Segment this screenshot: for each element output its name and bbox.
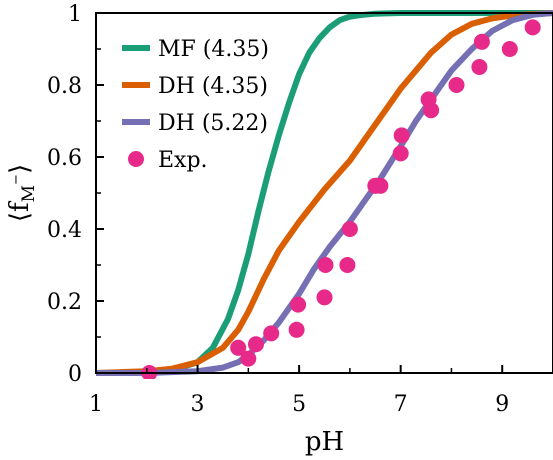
x-tick-label: 1 xyxy=(89,392,103,417)
y-tick-label: 0.2 xyxy=(47,290,82,315)
data-point xyxy=(471,59,488,75)
y-axis: 0 0.2 0.4 0.6 0.8 1 xyxy=(47,2,104,387)
data-point xyxy=(501,41,518,57)
y-tick-label: 0 xyxy=(68,362,82,387)
legend-label: MF (4.35) xyxy=(158,37,269,62)
data-point xyxy=(393,127,410,144)
data-point xyxy=(423,102,440,119)
legend-swatch-marker xyxy=(128,151,144,167)
y-axis-label-main: ⟨f xyxy=(5,200,35,222)
data-point xyxy=(524,19,541,36)
data-point xyxy=(448,77,465,93)
y-tick-label: 0.4 xyxy=(47,218,82,243)
legend: MF (4.35) DH (4.35) DH (5.22) Exp. xyxy=(122,37,269,173)
x-axis: 1 3 5 7 9 xyxy=(89,365,553,417)
data-point xyxy=(473,33,490,50)
series-line-1 xyxy=(96,10,553,376)
data-point xyxy=(230,339,247,356)
y-axis-label: ⟨fM−⟩ xyxy=(5,164,39,222)
x-tick-label: 5 xyxy=(292,392,306,417)
data-point xyxy=(290,296,307,313)
x-tick-label: 3 xyxy=(191,392,205,417)
y-tick-label: 0.6 xyxy=(47,146,82,171)
y-axis-label-sup: − xyxy=(9,174,24,185)
data-point xyxy=(240,350,257,367)
y-tick-label: 1 xyxy=(68,2,82,27)
data-point xyxy=(288,321,305,338)
data-point xyxy=(341,221,358,237)
data-point xyxy=(248,336,264,353)
x-axis-label: pH xyxy=(305,427,344,457)
data-point xyxy=(317,257,334,273)
plot-area xyxy=(96,10,553,379)
data-point xyxy=(392,145,409,162)
y-tick-label: 0.8 xyxy=(47,74,82,99)
x-tick-label: 7 xyxy=(394,392,408,417)
data-point xyxy=(263,325,280,342)
data-point xyxy=(339,257,356,273)
data-point xyxy=(372,177,389,194)
legend-label: DH (5.22) xyxy=(158,111,268,136)
legend-label: Exp. xyxy=(158,148,208,173)
x-tick-label: 9 xyxy=(495,392,509,417)
y-axis-label-close: ⟩ xyxy=(5,164,35,174)
data-point xyxy=(316,289,333,306)
y-axis-label-sub: M xyxy=(19,185,39,202)
legend-label: DH (4.35) xyxy=(158,74,268,99)
